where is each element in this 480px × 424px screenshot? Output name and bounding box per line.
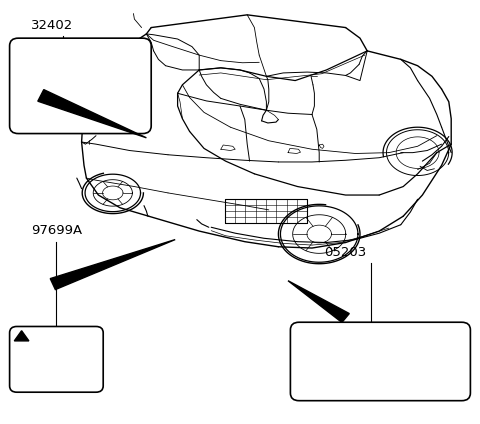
Polygon shape bbox=[38, 89, 146, 138]
Bar bbox=[110, 55, 137, 67]
Polygon shape bbox=[14, 331, 29, 341]
Bar bbox=[42, 44, 52, 54]
FancyBboxPatch shape bbox=[290, 322, 470, 401]
Bar bbox=[102, 55, 108, 67]
Bar bbox=[13, 55, 40, 67]
Text: 97699A: 97699A bbox=[31, 224, 83, 237]
Bar bbox=[64, 55, 100, 67]
Bar bbox=[42, 55, 61, 67]
Polygon shape bbox=[288, 281, 349, 322]
Bar bbox=[13, 44, 40, 54]
FancyBboxPatch shape bbox=[10, 326, 103, 392]
FancyBboxPatch shape bbox=[10, 38, 151, 134]
Text: 32402: 32402 bbox=[31, 19, 73, 32]
Text: 05203: 05203 bbox=[324, 245, 366, 259]
Bar bbox=[54, 44, 73, 54]
Polygon shape bbox=[50, 240, 175, 290]
